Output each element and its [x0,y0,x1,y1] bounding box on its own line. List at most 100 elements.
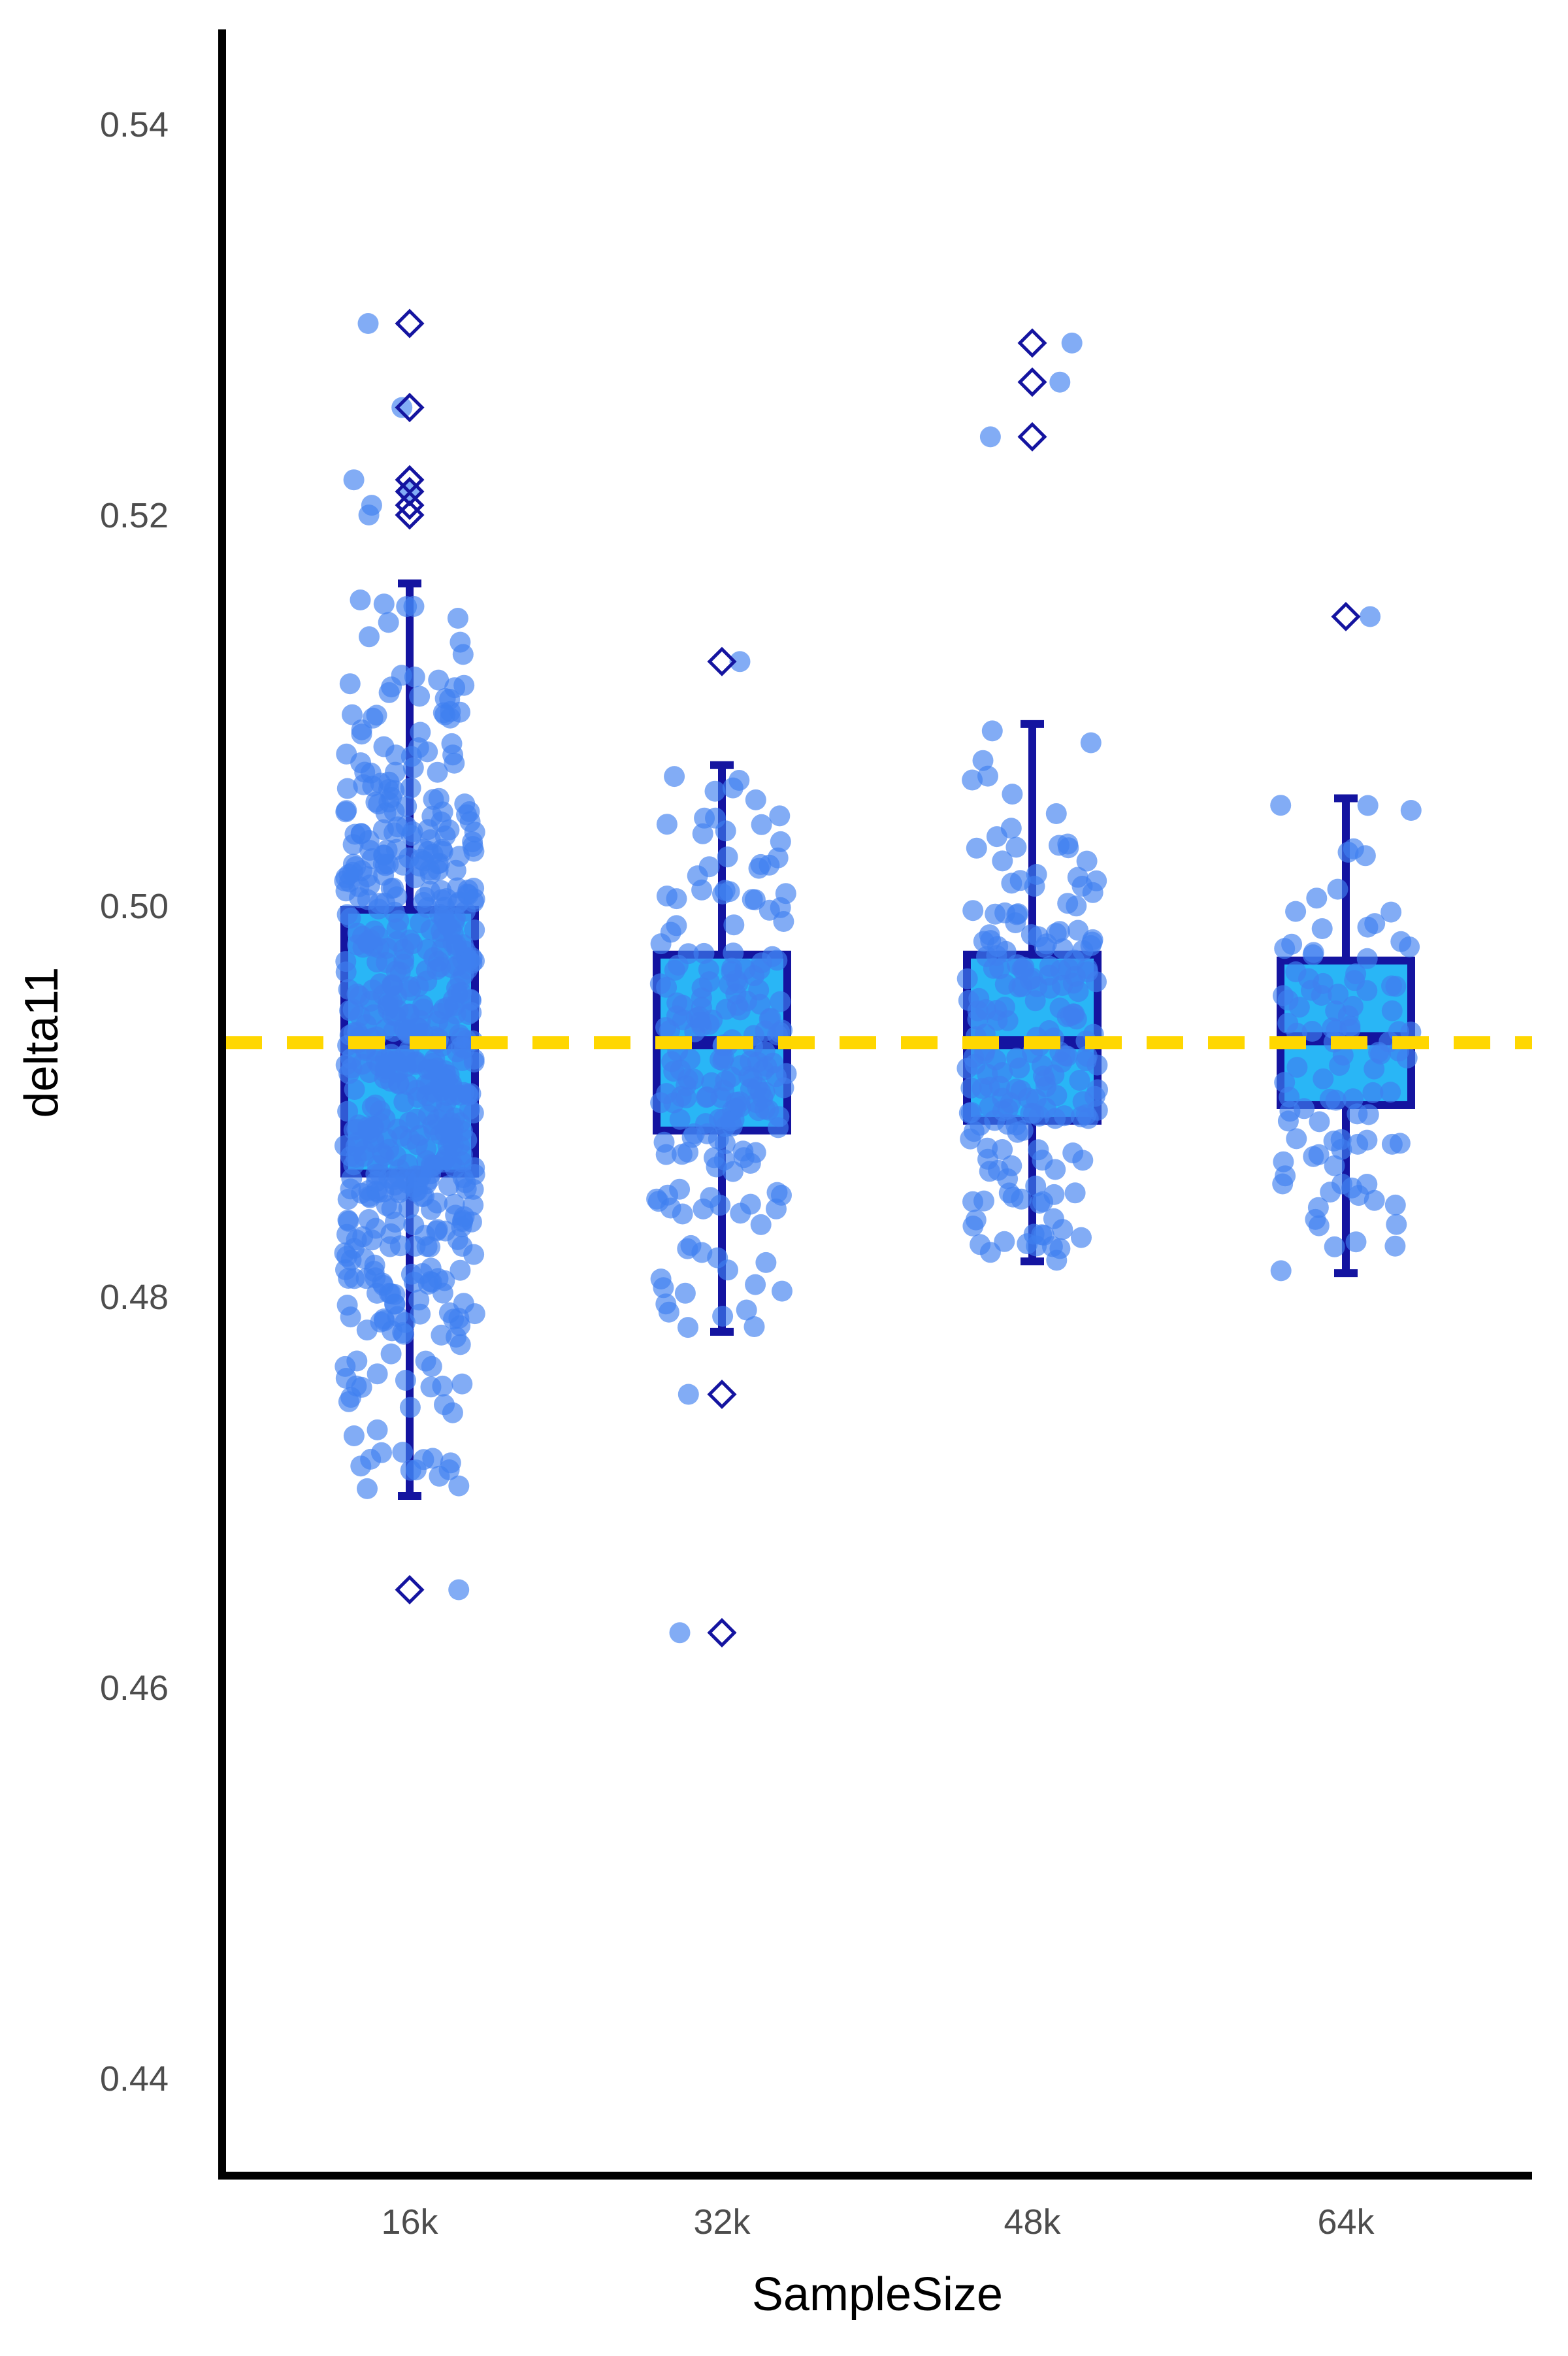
data-point [998,1182,1020,1204]
data-point [440,1452,461,1474]
y-axis-title: delta11 [16,967,68,1118]
data-point [750,1082,771,1103]
data-point [1077,1108,1099,1129]
data-point [404,666,425,688]
data-point [1313,972,1334,994]
data-point [1034,1069,1056,1091]
data-point [962,769,983,791]
data-point [389,1235,411,1257]
data-point [399,976,420,997]
data-point [434,1220,456,1242]
outliers-layer [225,308,1532,1648]
data-point [713,1108,734,1130]
data-point [747,1052,768,1073]
data-point [1345,1231,1367,1253]
data-point [1325,1000,1347,1021]
data-point [1357,916,1379,938]
outlier-marker [707,646,737,676]
data-point [772,1280,792,1302]
data-point [660,921,681,943]
data-point [769,805,791,827]
data-point [1002,784,1023,805]
data-point [967,1008,988,1030]
data-point [658,1301,679,1323]
data-point [358,1209,380,1230]
data-point [773,911,794,932]
data-point [715,820,736,842]
data-point [1364,1189,1385,1211]
data-point [653,1131,675,1153]
outlier-marker [1017,422,1047,452]
data-point [421,1272,442,1293]
data-point [687,865,708,887]
data-point [338,1391,359,1412]
data-point [1086,870,1107,891]
data-point [344,1079,365,1100]
data-point [1396,1047,1418,1069]
data-point [698,1014,720,1035]
data-point [1270,1260,1292,1282]
data-point [700,1187,721,1208]
data-point [464,888,485,910]
data-point [1327,878,1348,900]
data-point [1067,867,1088,888]
data-point [381,1198,402,1219]
data-point [343,1425,365,1446]
data-point [353,1140,375,1161]
outlier-marker [395,308,425,339]
data-point [745,1274,766,1295]
data-point [1329,1055,1350,1076]
data-point [1311,918,1333,939]
data-point [1285,961,1307,982]
data-point [464,919,485,940]
data-point [416,959,437,981]
data-point [380,1343,402,1365]
data-point [672,995,693,1016]
data-point [958,989,979,1011]
data-point [335,951,357,972]
data-point [421,806,443,827]
data-point [977,1148,998,1170]
data-point [342,704,363,725]
data-point [434,1060,455,1082]
data-point [349,887,370,908]
data-point [420,919,442,940]
data-point [986,999,1007,1021]
outlier-marker [1017,328,1047,358]
data-point [415,1350,436,1372]
data-point [1270,795,1292,816]
data-point [434,1122,456,1144]
y-tick-label: 0.46 [100,1668,169,1708]
data-point [367,1363,388,1385]
data-point [1035,1097,1056,1119]
data-point [419,829,441,850]
data-point [451,1373,473,1395]
data-point [338,979,359,1000]
data-point [362,775,384,797]
data-point [431,880,452,901]
data-point [1068,981,1089,1003]
data-point [759,899,780,921]
data-point [400,1263,422,1285]
data-point [464,1164,485,1186]
data-point [400,746,422,767]
data-point [655,1017,676,1038]
data-point [386,886,408,908]
outlier-marker [1331,601,1361,632]
outlier-marker [395,500,425,530]
data-point [380,1283,402,1304]
data-point [442,744,464,766]
data-point [1339,1019,1361,1040]
data-point [369,973,391,995]
x-axis-title: SampleSize [752,2268,1003,2321]
x-tick-label: 32k [693,2202,751,2242]
data-point [1064,1003,1085,1025]
data-point [748,1100,769,1121]
data-point [1273,1151,1294,1172]
data-point [416,1173,437,1195]
data-point [751,814,772,835]
data-point [459,1099,480,1120]
data-point [413,998,434,1020]
data-point [981,720,1003,742]
